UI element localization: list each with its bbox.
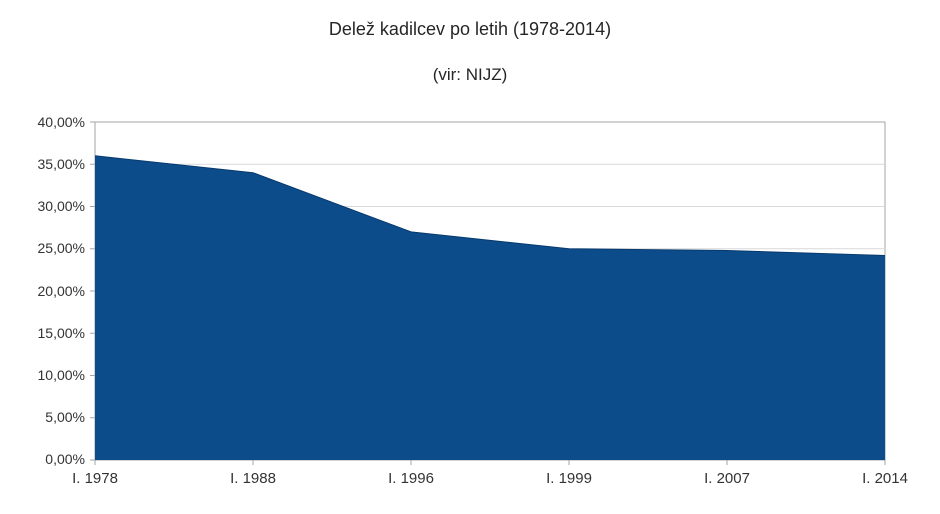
svg-text:35,00%: 35,00%	[38, 156, 85, 172]
svg-text:20,00%: 20,00%	[38, 283, 85, 299]
svg-text:15,00%: 15,00%	[38, 325, 85, 341]
svg-text:0,00%: 0,00%	[45, 451, 85, 467]
svg-text:30,00%: 30,00%	[38, 198, 85, 214]
svg-text:I. 1999: I. 1999	[546, 470, 592, 487]
svg-text:I. 1978: I. 1978	[72, 470, 118, 487]
svg-text:40,00%: 40,00%	[38, 114, 85, 130]
svg-text:I. 1996: I. 1996	[388, 470, 434, 487]
svg-text:I. 2007: I. 2007	[704, 470, 750, 487]
svg-text:25,00%: 25,00%	[38, 240, 85, 256]
svg-text:10,00%: 10,00%	[38, 367, 85, 383]
svg-text:5,00%: 5,00%	[45, 409, 85, 425]
svg-text:I. 2014: I. 2014	[862, 470, 908, 487]
svg-text:I. 1988: I. 1988	[230, 470, 276, 487]
